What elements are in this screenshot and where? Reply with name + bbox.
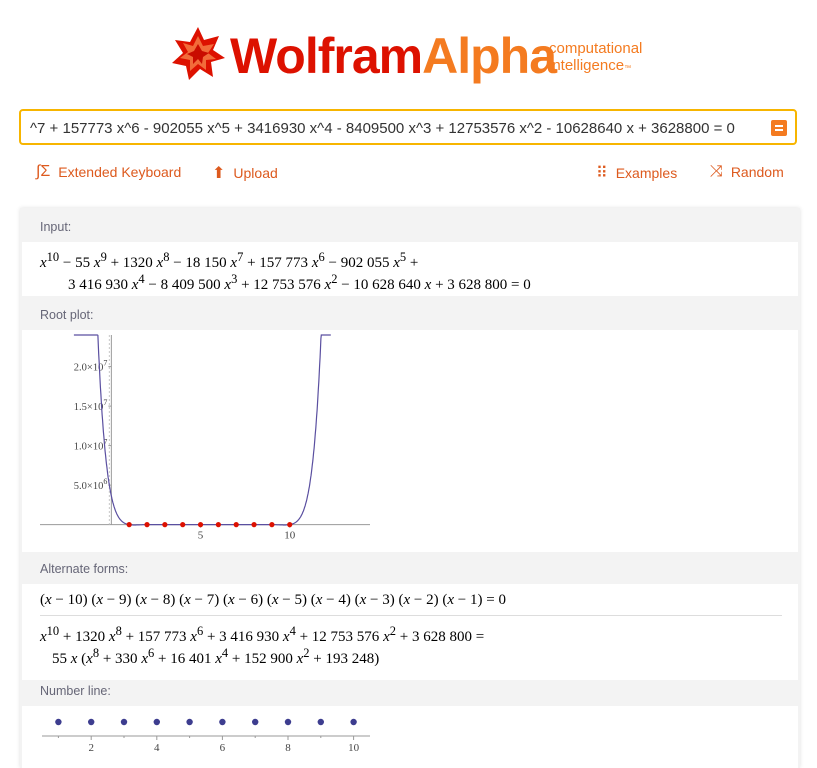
input-pod[interactable]: x10 − 55 x9 + 1320 x8 − 18 150 x7 + 157 … (22, 242, 798, 296)
alternate-divider (40, 615, 782, 616)
root-point (126, 522, 132, 528)
results-panel: Input: x10 − 55 x9 + 1320 x8 − 18 150 x7… (20, 208, 800, 768)
number-line-label: 4 (154, 742, 160, 754)
root-point (269, 522, 275, 528)
polynomial-curve (73, 334, 331, 526)
x-tick-label: 5 (198, 530, 204, 542)
upload-button[interactable]: ⬆ Upload (212, 165, 278, 182)
number-line-point (153, 718, 160, 726)
number-line-label: 10 (348, 742, 360, 754)
even-odd-form-line1: x10 + 1320 x8 + 157 773 x6 + 3 416 930 x… (40, 624, 485, 645)
alternate-forms-pod[interactable]: (x − 10) (x − 9) (x − 8) (x − 7) (x − 6)… (22, 584, 798, 680)
root-point (215, 522, 221, 528)
root-point (287, 522, 293, 528)
root-point (251, 522, 257, 528)
extended-keyboard-button[interactable]: ∫Σ Extended Keyboard (36, 163, 182, 180)
root-plot-chart: 5 10 5.0×106 1.0×107 1.5×107 2.0×107 (40, 334, 370, 542)
even-odd-form-line2: 55 x (x8 + 330 x6 + 16 401 x4 + 152 900 … (52, 646, 380, 667)
numberline-pod-title: Number line: (40, 684, 111, 698)
input-equation-line1: x10 − 55 x9 + 1320 x8 − 18 150 x7 + 157 … (40, 250, 419, 271)
query-input[interactable]: ^7 + 157773 x^6 - 902055 x^5 + 3416930 x… (19, 109, 797, 145)
number-line-label: 8 (285, 742, 291, 754)
shuffle-icon: ⤨ (710, 163, 723, 180)
logo-tagline: computational intelligence™ (549, 40, 643, 74)
upload-icon: ⬆ (212, 165, 226, 182)
number-line-point (186, 718, 193, 726)
number-line-chart: 2 4 6 8 10 (42, 718, 370, 754)
number-line-label: 6 (220, 742, 226, 754)
y-tick-label: 1.5×107 (74, 398, 108, 413)
keyboard-icon: ∫Σ (36, 163, 51, 180)
examples-button[interactable]: ⠿ Examples (596, 165, 678, 182)
root-point (180, 522, 186, 528)
logo-wordmark: WolframAlpha (230, 28, 557, 84)
root-point (144, 522, 150, 528)
random-button[interactable]: ⤨ Random (710, 163, 784, 180)
root-point (197, 522, 204, 528)
number-line-label: 2 (88, 742, 94, 754)
y-tick-label: 2.0×107 (74, 359, 108, 374)
query-text[interactable]: ^7 + 157773 x^6 - 902055 x^5 + 3416930 x… (30, 120, 735, 137)
grid-icon: ⠿ (596, 165, 608, 182)
rootplot-pod[interactable]: 5 10 5.0×106 1.0×107 1.5×107 2.0×107 (22, 330, 798, 552)
number-line-point (350, 718, 357, 726)
numberline-pod[interactable]: 2 4 6 8 10 (22, 706, 798, 768)
number-line-point (284, 718, 292, 726)
alternate-pod-title: Alternate forms: (40, 562, 129, 576)
y-tick-label: 1.0×107 (74, 438, 108, 453)
factored-form: (x − 10) (x − 9) (x − 8) (x − 7) (x − 6)… (40, 592, 506, 608)
number-line-point (252, 718, 259, 726)
number-line-point (55, 718, 62, 726)
compute-button[interactable] (771, 120, 787, 136)
input-pod-title: Input: (40, 220, 72, 234)
rootplot-pod-title: Root plot: (40, 308, 94, 322)
number-line-point (88, 718, 95, 726)
wolfram-star-icon (172, 27, 225, 80)
y-tick-label: 5.0×106 (74, 477, 108, 492)
root-point (162, 522, 168, 528)
number-line-point (120, 718, 128, 726)
x-tick-label: 10 (284, 530, 296, 542)
root-point (233, 522, 239, 528)
number-line-point (317, 718, 324, 726)
number-line-point (219, 718, 226, 726)
input-equation-line2: 3 416 930 x4 − 8 409 500 x3 + 12 753 576… (68, 272, 531, 293)
wolfram-alpha-logo[interactable]: WolframAlpha computational intelligence™ (170, 26, 660, 88)
